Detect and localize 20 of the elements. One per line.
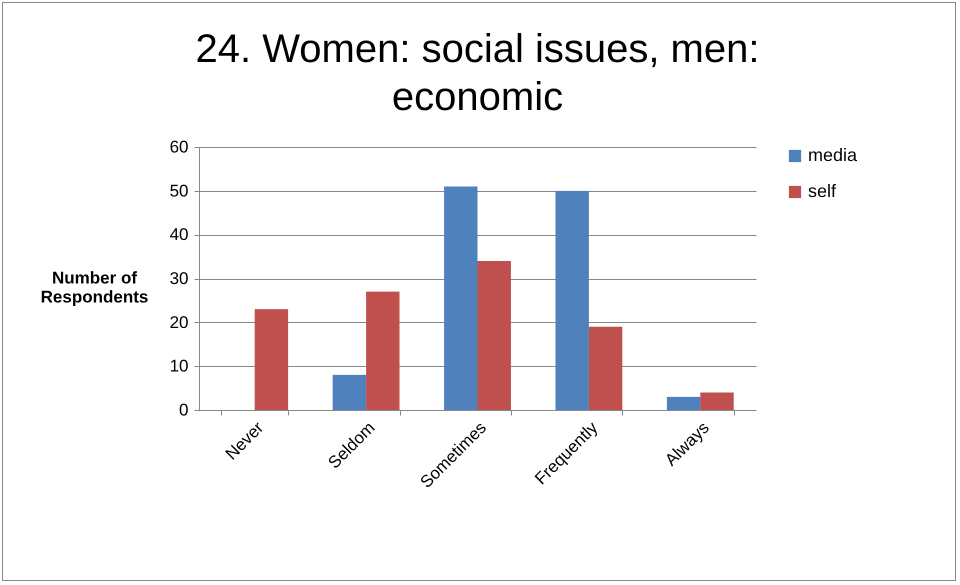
legend-label: media	[808, 145, 858, 165]
chart-title: 24. Women: social issues, men: economic	[196, 27, 760, 119]
y-tick-label: 20	[170, 312, 188, 332]
bar	[332, 374, 366, 410]
bar	[366, 292, 400, 410]
bar	[254, 309, 288, 410]
y-tick-label: 50	[170, 181, 188, 200]
bar	[478, 260, 511, 410]
legend-label: self	[808, 181, 838, 201]
y-tick-label: 10	[170, 356, 188, 376]
bar	[555, 190, 589, 410]
bar	[444, 186, 478, 410]
y-tick-label: 40	[170, 225, 188, 244]
y-tick-label: 30	[170, 269, 188, 288]
y-tick-label: 0	[179, 400, 188, 420]
y-axis-title: Number of Respondents	[40, 268, 148, 306]
bar	[700, 392, 734, 410]
bar	[666, 396, 700, 410]
bar	[588, 326, 622, 410]
y-tick-label: 60	[170, 138, 188, 156]
